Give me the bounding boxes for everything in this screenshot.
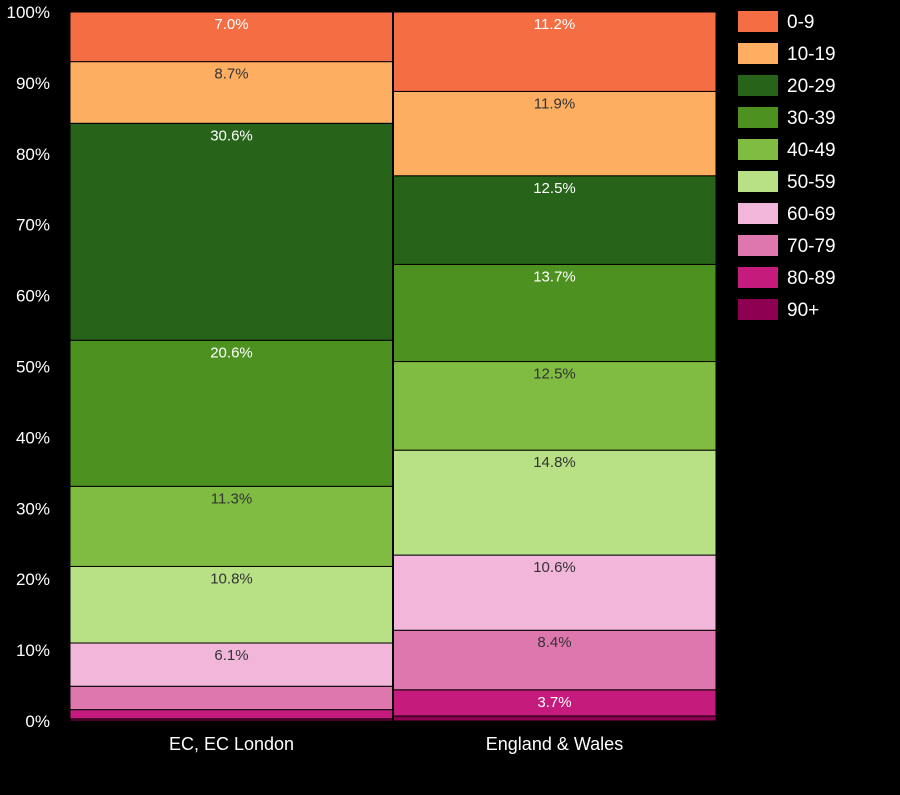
data-label: 8.7% <box>214 66 248 83</box>
data-label: 13.7% <box>533 268 576 285</box>
x-category-label: England & Wales <box>486 734 623 754</box>
legend-swatch <box>738 43 778 64</box>
legend: 0-9 10-19 20-29 30-39 40-49 50-59 60-69 70-79 80… <box>738 11 836 321</box>
data-label: 11.9% <box>534 95 575 112</box>
data-label: 12.5% <box>533 366 576 383</box>
bar-segment-30-39 <box>69 339 394 487</box>
y-tick-label: 60% <box>16 287 50 306</box>
bars-layer <box>69 11 717 722</box>
bar-segment-50-59 <box>392 449 717 556</box>
y-tick-label: 30% <box>16 499 50 518</box>
data-label: 14.8% <box>533 454 576 471</box>
legend-swatch <box>738 235 778 256</box>
y-tick-label: 100% <box>7 3 50 22</box>
data-label: 10.6% <box>533 559 576 576</box>
legend-swatch <box>738 75 778 96</box>
y-tick-label: 40% <box>16 428 50 447</box>
legend-swatch <box>738 11 778 32</box>
legend-swatch <box>738 171 778 192</box>
legend-label: 0-9 <box>787 12 814 33</box>
legend-label: 50-59 <box>787 172 836 193</box>
legend-label: 40-49 <box>787 140 836 161</box>
y-tick-label: 50% <box>16 358 50 377</box>
legend-label: 70-79 <box>787 236 836 257</box>
y-tick-label: 0% <box>25 712 50 731</box>
data-label: 11.3% <box>211 490 252 507</box>
legend-label: 90+ <box>787 300 819 321</box>
axis-layer: 0% 10% 20% 30% 40% 50% 60% 70% 80% 90% 100% EC, EC … <box>7 3 624 754</box>
legend-label: 20-29 <box>787 76 836 97</box>
bar-segment-70-79 <box>69 685 394 711</box>
bar-segment-90plus <box>392 715 717 722</box>
bar-segment-10-19 <box>69 61 394 124</box>
y-tick-label: 10% <box>16 641 50 660</box>
legend-swatch <box>738 299 778 320</box>
legend-swatch <box>738 203 778 224</box>
y-tick-label: 70% <box>16 216 50 235</box>
data-label: 20.6% <box>210 344 253 361</box>
bar-segment-20-29 <box>392 175 717 265</box>
data-label: 30.6% <box>210 127 253 144</box>
data-label: 7.0% <box>214 16 248 33</box>
bar-segment-80-89 <box>69 709 394 720</box>
bar-segment-0-9 <box>392 11 717 92</box>
data-label: 11.2% <box>534 16 575 33</box>
data-label: 3.7% <box>537 694 571 711</box>
data-label: 10.8% <box>210 570 253 587</box>
data-label: 6.1% <box>214 647 248 664</box>
data-label: 8.4% <box>537 634 571 651</box>
legend-label: 10-19 <box>787 44 836 65</box>
bar-segment-60-69 <box>392 554 717 631</box>
y-tick-label: 90% <box>16 74 50 93</box>
data-label: 12.5% <box>533 180 576 197</box>
legend-swatch <box>738 267 778 288</box>
x-category-label: EC, EC London <box>169 734 294 754</box>
bar-segment-40-49 <box>392 361 717 451</box>
y-tick-label: 80% <box>16 145 50 164</box>
bar-segment-30-39 <box>392 263 717 363</box>
y-tick-label: 20% <box>16 570 50 589</box>
legend-swatch <box>738 139 778 160</box>
data-labels-layer: 6.1% 10.8% 11.3% 20.6% 30.6% 8.7% 7.0% 3.7% 8.4%… <box>210 16 576 711</box>
bar-segment-10-19 <box>392 90 717 177</box>
legend-swatch <box>738 107 778 128</box>
legend-label: 30-39 <box>787 108 836 129</box>
legend-label: 80-89 <box>787 268 836 289</box>
bar-segment-20-29 <box>69 122 394 341</box>
legend-label: 60-69 <box>787 204 836 225</box>
bar-segment-70-79 <box>392 629 717 691</box>
